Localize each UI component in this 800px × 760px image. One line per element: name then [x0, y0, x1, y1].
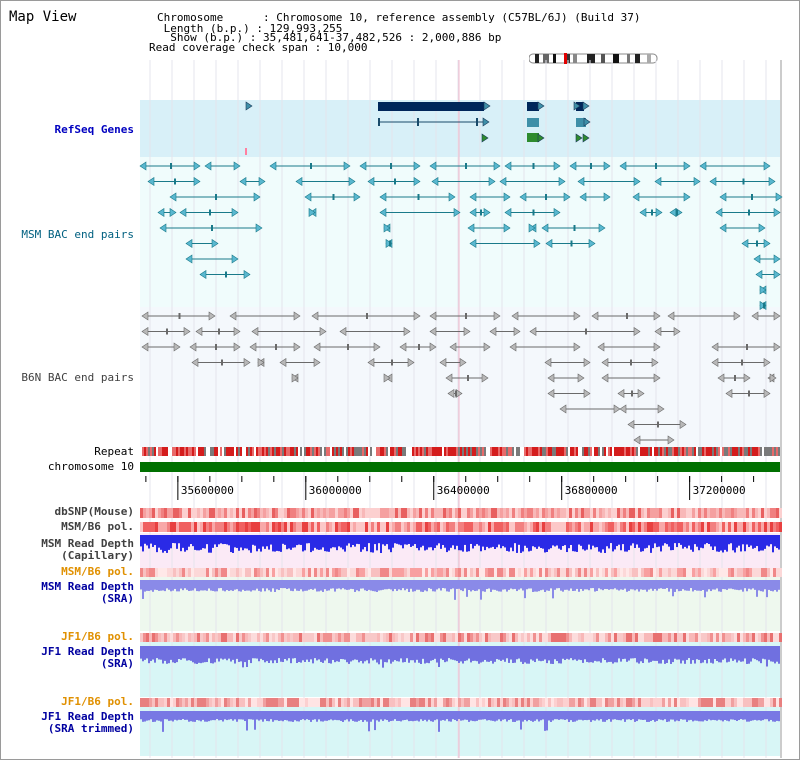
msm-depth-capillary-bars: [140, 535, 780, 553]
repeat-label: Repeat: [94, 445, 134, 458]
dbsnp-label[interactable]: dbSNP(Mouse): [54, 505, 134, 518]
info-chromosome: Chromosome : Chromosome 10, reference as…: [157, 11, 641, 24]
refseq-gene-features: [245, 101, 591, 155]
refseq-genes-label[interactable]: RefSeq Genes: [54, 123, 134, 136]
info-show-range: Show (b.p.) : 35,481,641-37,482,526 : 2,…: [157, 31, 502, 44]
msm-bac-label[interactable]: MSM BAC end pairs: [21, 228, 134, 241]
axis-tick-label: 36000000: [308, 484, 362, 497]
axis-tick-label: 35600000: [180, 484, 234, 497]
info-length: Length (b.p.) : 129,993,255: [157, 22, 343, 35]
b6n-bac-label[interactable]: B6N BAC end pairs: [21, 371, 134, 384]
chromosome-bar: [140, 462, 780, 472]
jf1-depth-sra-label[interactable]: JF1 Read Depth (SRA): [41, 645, 134, 670]
msm-depth-sra-label[interactable]: MSM Read Depth (SRA): [41, 580, 134, 605]
gene-block: [378, 102, 484, 111]
jf1-pol-label[interactable]: JF1/B6 pol.: [61, 630, 134, 643]
msm-pol2-strip: [140, 568, 782, 577]
repeat-track: [140, 447, 780, 456]
msm-pol2-label[interactable]: MSM/B6 pol.: [61, 565, 134, 578]
jf1-depth-sra-bars: [140, 646, 780, 668]
bp-axis: [145, 476, 755, 500]
msm-pol-strip: [140, 522, 782, 532]
axis-tick-label: 36800000: [564, 484, 618, 497]
jf1-pol2-strip: [140, 698, 782, 707]
chromosome-ideogram[interactable]: [529, 53, 659, 65]
jf1-depth-trimmed-label[interactable]: JF1 Read Depth (SRA trimmed): [41, 710, 134, 735]
jf1-pol-strip: [140, 633, 782, 642]
msm-depth-capillary-label[interactable]: MSM Read Depth (Capillary): [41, 537, 134, 562]
jf1-pol2-label[interactable]: JF1/B6 pol.: [61, 695, 134, 708]
msm-pol-label[interactable]: MSM/B6 pol.: [61, 520, 134, 533]
b6n-bac-pairs: [141, 311, 781, 445]
page-title: Map View: [9, 9, 77, 25]
msm-bac-pairs: [139, 161, 783, 311]
dbsnp-strip: [140, 508, 782, 518]
msm-depth-sra-bars: [140, 580, 780, 600]
info-coverage-span: Read coverage check span : 10,000: [149, 41, 368, 54]
chromosome-track-label: chromosome 10: [47, 460, 134, 473]
axis-tick-label: 36400000: [436, 484, 490, 497]
axis-tick-label: 37200000: [692, 484, 746, 497]
jf1-depth-trimmed-bars: [140, 711, 780, 732]
